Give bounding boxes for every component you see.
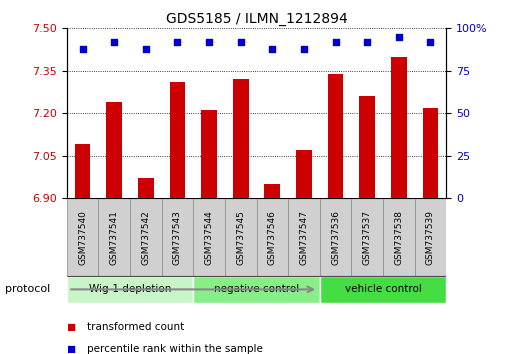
Bar xyxy=(201,110,217,198)
Point xyxy=(142,46,150,52)
Point xyxy=(173,39,182,45)
Text: GSM737546: GSM737546 xyxy=(268,210,277,265)
Bar xyxy=(351,198,383,276)
Bar xyxy=(169,82,185,198)
Text: GSM737542: GSM737542 xyxy=(141,210,150,264)
Text: GSM737547: GSM737547 xyxy=(300,210,308,265)
Text: vehicle control: vehicle control xyxy=(345,284,422,295)
Bar xyxy=(106,102,122,198)
Bar xyxy=(233,79,249,198)
Text: percentile rank within the sample: percentile rank within the sample xyxy=(87,344,263,354)
Text: ◼: ◼ xyxy=(67,322,76,332)
Bar xyxy=(225,198,256,276)
Bar xyxy=(328,74,344,198)
Text: GSM737545: GSM737545 xyxy=(236,210,245,265)
Point xyxy=(426,39,435,45)
Text: GSM737540: GSM737540 xyxy=(78,210,87,265)
Point xyxy=(300,46,308,52)
Bar xyxy=(320,198,351,276)
Point xyxy=(331,39,340,45)
Bar xyxy=(415,198,446,276)
Point xyxy=(205,39,213,45)
Text: ◼: ◼ xyxy=(67,344,76,354)
Text: GSM737544: GSM737544 xyxy=(205,210,213,264)
Bar xyxy=(162,198,193,276)
Bar xyxy=(423,108,439,198)
Text: GSM737543: GSM737543 xyxy=(173,210,182,265)
Bar xyxy=(74,144,90,198)
Bar xyxy=(193,198,225,276)
Text: GSM737538: GSM737538 xyxy=(394,210,403,265)
Point xyxy=(236,39,245,45)
Text: GSM737539: GSM737539 xyxy=(426,210,435,265)
Bar xyxy=(193,276,320,303)
Bar xyxy=(67,198,98,276)
Bar xyxy=(391,57,407,198)
Bar xyxy=(130,198,162,276)
Text: GSM737536: GSM737536 xyxy=(331,210,340,265)
Bar xyxy=(98,198,130,276)
Bar xyxy=(138,178,154,198)
Point xyxy=(78,46,87,52)
Bar xyxy=(320,276,446,303)
Bar xyxy=(296,150,312,198)
Bar xyxy=(264,184,280,198)
Bar xyxy=(256,198,288,276)
Bar xyxy=(359,96,375,198)
Title: GDS5185 / ILMN_1212894: GDS5185 / ILMN_1212894 xyxy=(166,12,347,26)
Text: Wig-1 depletion: Wig-1 depletion xyxy=(89,284,171,295)
Point xyxy=(394,34,403,40)
Point xyxy=(268,46,277,52)
Text: GSM737537: GSM737537 xyxy=(363,210,372,265)
Bar xyxy=(383,198,415,276)
Point xyxy=(363,39,371,45)
Bar xyxy=(288,198,320,276)
Text: GSM737541: GSM737541 xyxy=(110,210,119,265)
Text: protocol: protocol xyxy=(5,284,50,295)
Bar xyxy=(67,276,193,303)
Point xyxy=(110,39,118,45)
Text: transformed count: transformed count xyxy=(87,322,185,332)
Text: negative control: negative control xyxy=(214,284,299,295)
